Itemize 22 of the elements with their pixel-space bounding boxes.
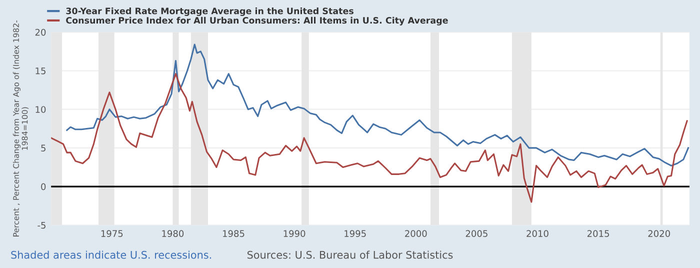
x-tick-label: 1990 — [284, 230, 306, 237]
line-series — [51, 73, 688, 203]
y-tick-label: 5 — [41, 144, 46, 152]
x-tick-label: 2015 — [587, 230, 609, 237]
legend-label: 30-Year Fixed Rate Mortgage Average in the United States — [66, 7, 354, 16]
x-tick-label: 1985 — [223, 230, 244, 237]
y-tick-label: 10 — [36, 106, 46, 113]
x-tick-label: 2005 — [466, 230, 488, 237]
x-tick-label: 1995 — [344, 230, 366, 237]
line-series — [66, 44, 690, 166]
legend-label: Consumer Price Index for All Urban Consumers: All Items in U.S. City Average — [66, 16, 448, 26]
x-tick-label: 2000 — [405, 230, 427, 237]
x-tick-label: 2010 — [526, 230, 548, 237]
x-tick-label: 1975 — [101, 230, 123, 237]
y-tick-label: -5 — [38, 222, 46, 229]
x-tick-label: 2020 — [648, 230, 670, 237]
source-note: Sources: U.S. Bureau of Labor Statistics — [247, 250, 453, 259]
y-tick-label: 20 — [35, 28, 46, 36]
y-tick-label: 0 — [41, 183, 46, 190]
text: Shaded areas indicate U.S. recessions. — [11, 250, 212, 259]
y-tick-label: 15 — [36, 68, 46, 74]
x-tick-label: 1980 — [162, 230, 184, 237]
